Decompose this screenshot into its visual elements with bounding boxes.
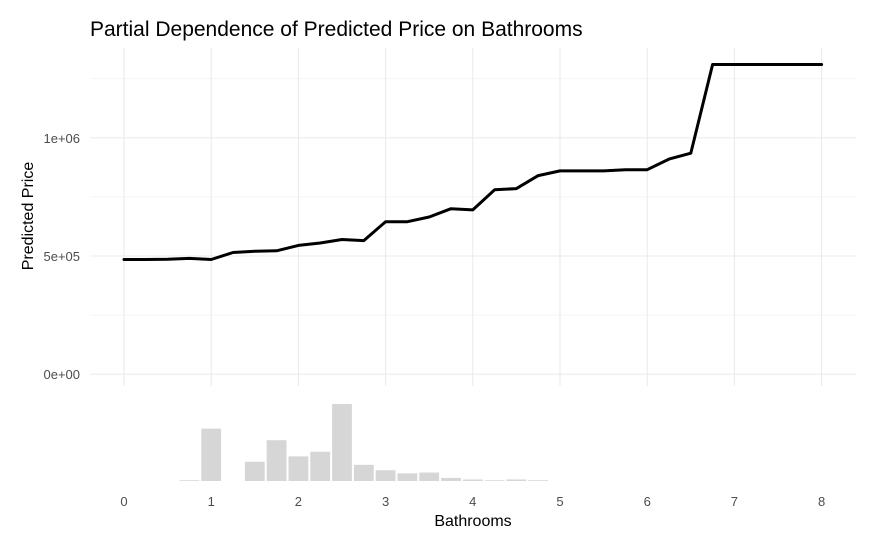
x-tick-label: 1 [208,494,215,509]
x-tick-labels: 0 1 2 3 4 5 6 7 8 [120,494,825,509]
histogram-bar [484,480,505,481]
x-tick-label: 0 [120,494,127,509]
y-tick-labels: 0e+00 5e+05 1e+06 [43,131,80,382]
histogram [179,404,549,481]
grid [90,48,856,386]
y-tick-label: 1e+06 [43,131,80,146]
x-tick-label: 8 [818,494,825,509]
x-tick-label: 2 [295,494,302,509]
y-tick-label: 5e+05 [43,249,80,264]
chart-title: Partial Dependence of Predicted Price on… [90,18,583,41]
histogram-bar [397,473,418,481]
x-axis-title: Bathrooms [434,513,511,530]
y-axis-title: Predicted Price [20,162,37,271]
y-tick-label: 0e+00 [43,367,80,382]
x-tick-label: 6 [644,494,651,509]
histogram-bar [419,472,440,481]
histogram-bar [506,479,527,481]
histogram-bar [353,464,374,481]
histogram-bar [462,479,483,481]
histogram-bar [441,477,461,481]
histogram-bar [201,428,222,481]
x-tick-label: 4 [469,494,476,509]
histogram-bar [266,440,287,481]
x-tick-label: 7 [731,494,738,509]
histogram-bar [179,480,200,481]
histogram-bar [288,456,309,481]
series-group [122,63,824,261]
histogram-bar [332,404,352,481]
histogram-bar [528,480,549,481]
series-line [122,63,824,261]
x-tick-label: 5 [556,494,563,509]
histogram-bar [375,470,396,481]
histogram-bar [244,461,265,481]
x-tick-label: 3 [382,494,389,509]
histogram-bar [310,451,331,481]
